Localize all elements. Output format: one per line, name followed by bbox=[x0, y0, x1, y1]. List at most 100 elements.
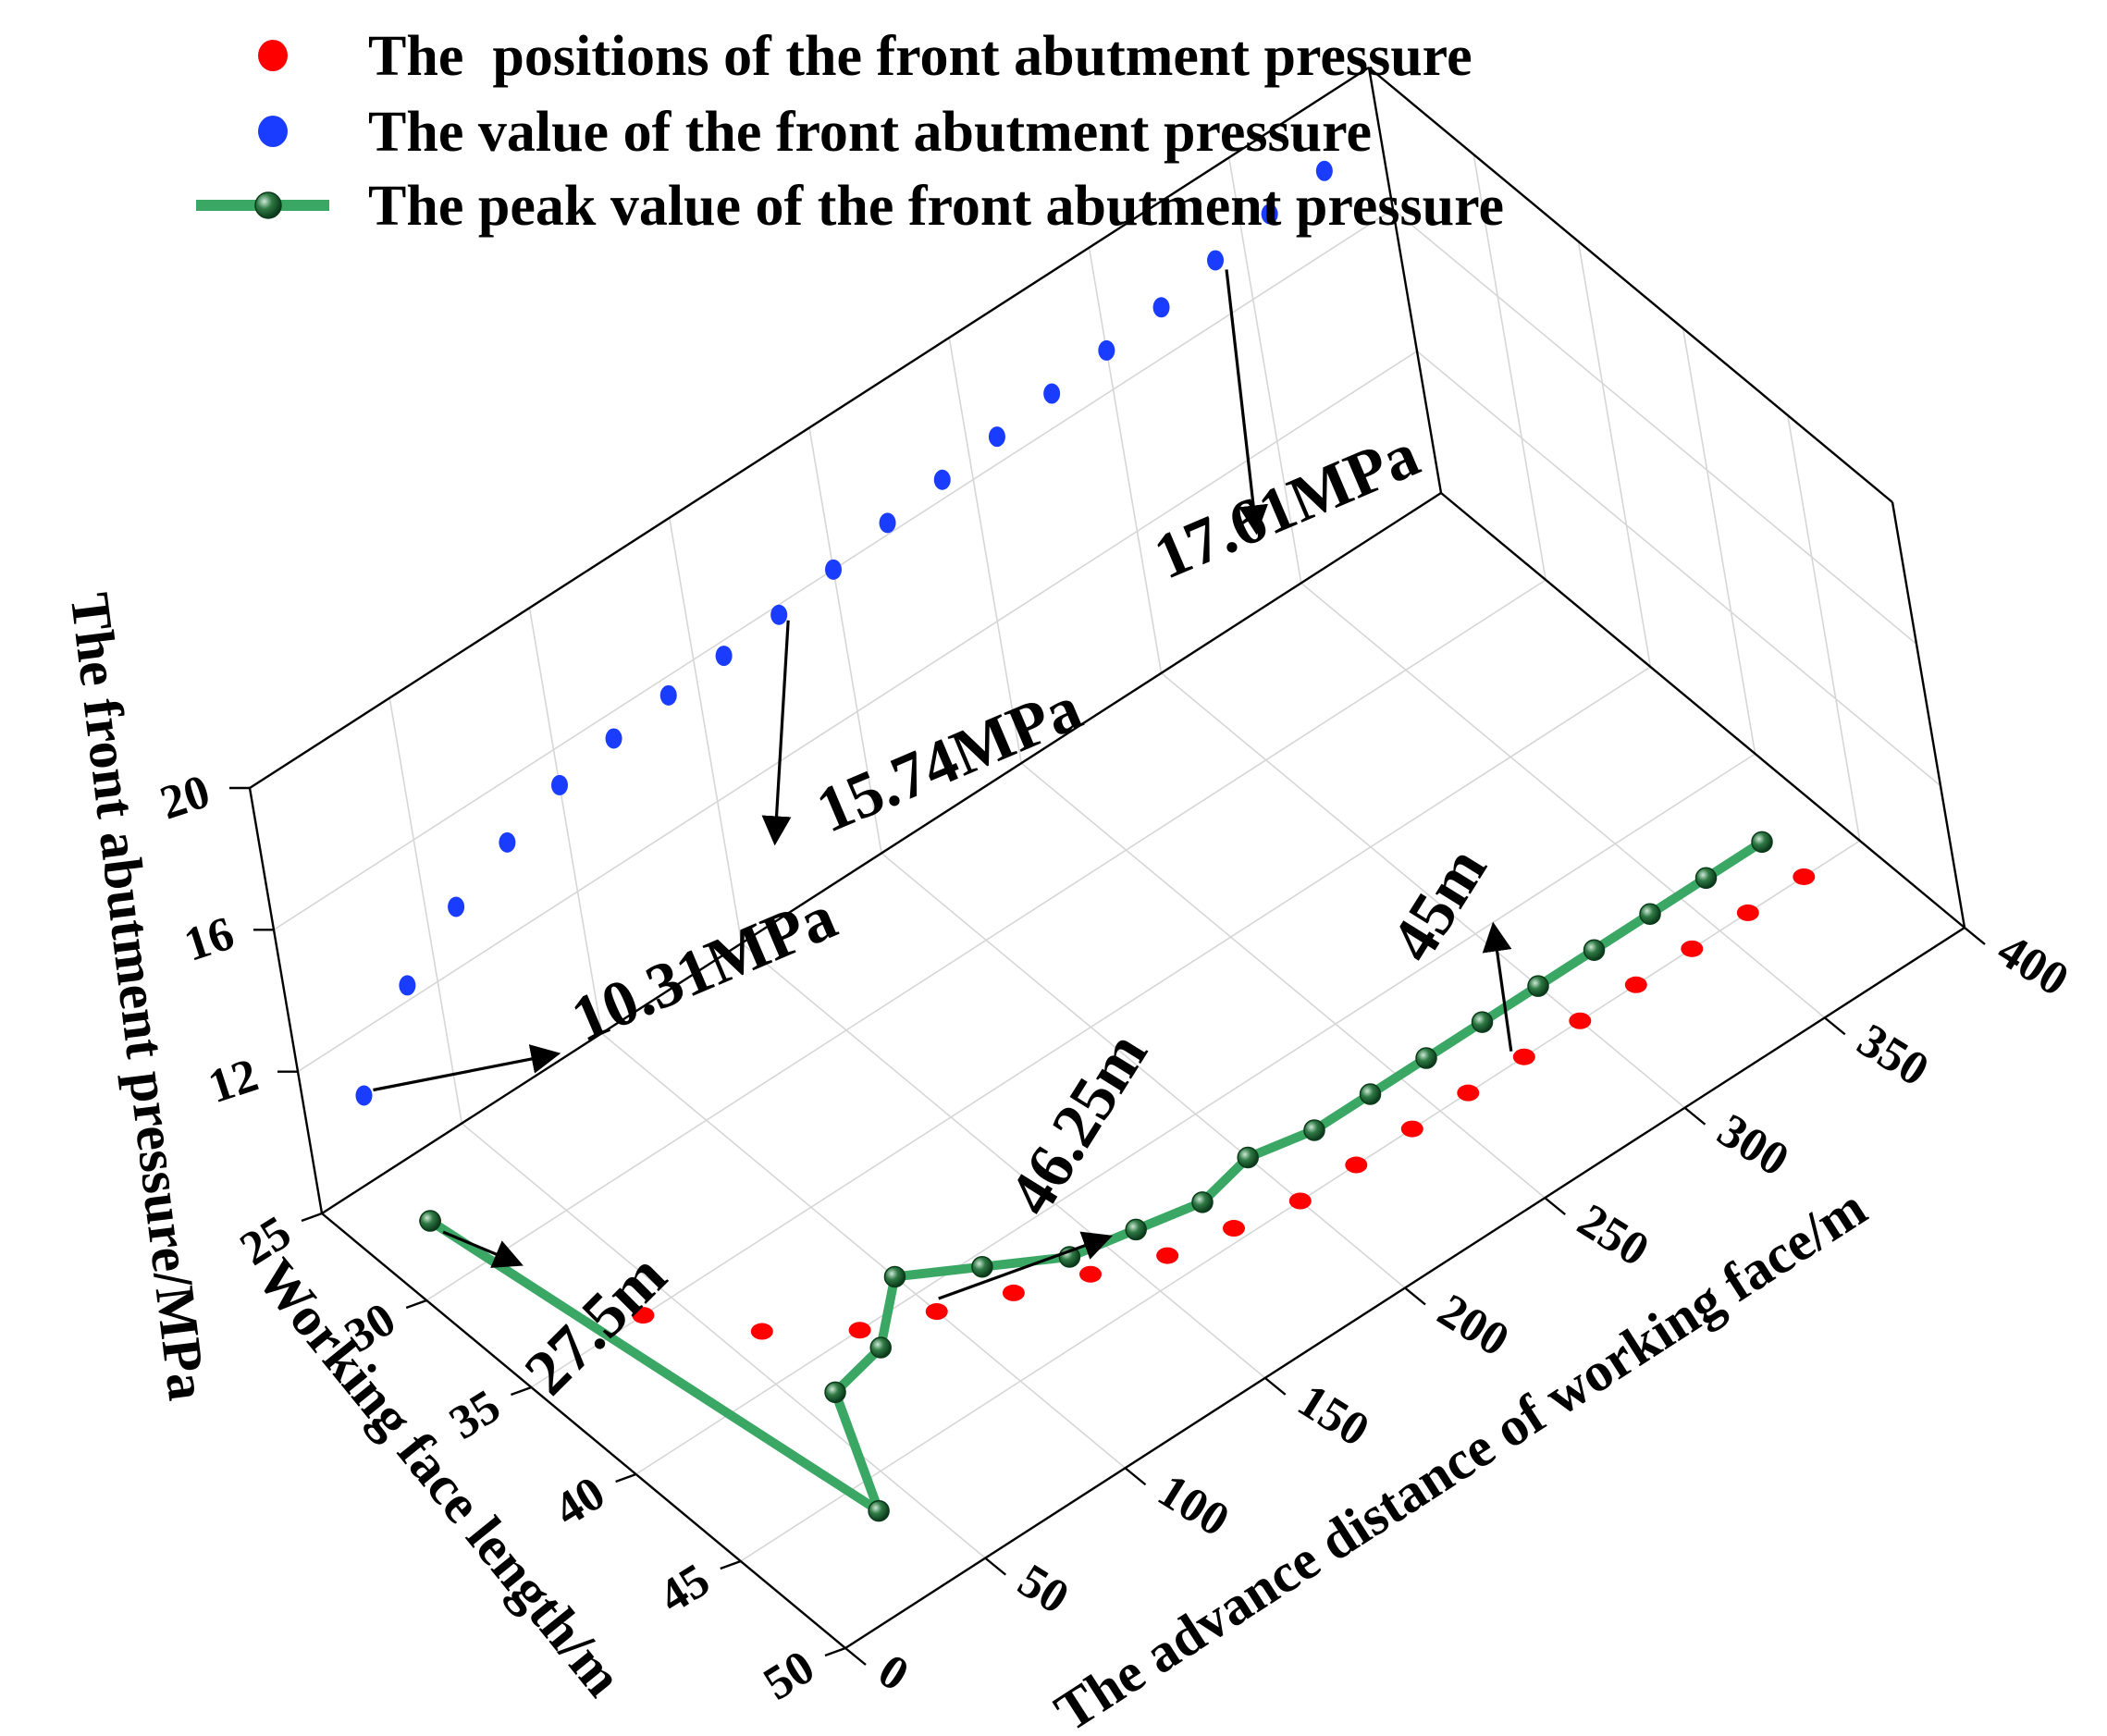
peak-value-point bbox=[1751, 831, 1773, 854]
x-axis-tick bbox=[1263, 1376, 1287, 1396]
x-tick-label: 350 bbox=[1848, 1014, 1937, 1097]
position-point bbox=[1681, 940, 1704, 957]
floor-gridline-x bbox=[600, 1032, 1127, 1469]
floor-gridline-x bbox=[1020, 762, 1546, 1199]
peak-value-point bbox=[868, 1499, 890, 1522]
peak-value-point bbox=[1694, 867, 1718, 890]
y-axis-tick bbox=[824, 1646, 846, 1657]
pressure-value-point bbox=[499, 831, 516, 853]
peak-value-point bbox=[1583, 939, 1606, 961]
position-point bbox=[1736, 904, 1759, 921]
pressure-value-point bbox=[1152, 297, 1170, 318]
side-gridline-y bbox=[1787, 414, 1861, 842]
position-point bbox=[1624, 976, 1647, 993]
x-axis-tick bbox=[1964, 927, 1986, 945]
pressure-value-point bbox=[1315, 160, 1333, 181]
floor-gridline-x bbox=[741, 942, 1266, 1379]
pressure-value-point bbox=[399, 975, 416, 996]
annotation-label: 45m bbox=[1377, 835, 1500, 974]
y-axis-tick bbox=[510, 1385, 532, 1397]
position-point bbox=[925, 1303, 948, 1321]
position-point bbox=[1400, 1120, 1423, 1138]
back-gridline-x bbox=[1088, 247, 1163, 673]
position-point bbox=[1222, 1220, 1245, 1237]
position-point bbox=[1569, 1012, 1592, 1029]
axis-box-edge bbox=[1368, 67, 1893, 503]
pressure-value-point bbox=[448, 896, 465, 917]
side-gridline-y bbox=[1682, 327, 1756, 755]
pressure-value-point bbox=[1261, 203, 1278, 225]
peak-value-point bbox=[1125, 1218, 1147, 1241]
back-gridline-x bbox=[388, 697, 463, 1124]
arrow-45 bbox=[1482, 921, 1513, 1052]
pressure-value-point bbox=[1207, 250, 1225, 271]
pressure-value-point bbox=[1098, 339, 1115, 361]
peak-value-point bbox=[1237, 1146, 1259, 1169]
annotation-label: 17.61MPa bbox=[1144, 419, 1428, 594]
position-point bbox=[1457, 1084, 1480, 1102]
y-axis-tick bbox=[405, 1299, 427, 1310]
pressure-value-point bbox=[659, 684, 677, 706]
peak-value-point bbox=[1303, 1119, 1325, 1141]
axis-box-edge bbox=[1367, 67, 1443, 494]
annotation-label: 10.31MPa bbox=[561, 881, 845, 1056]
annotation-layer: 10.31MPa 15.74MPa 17.61MPa 27.5m 46.25m 45m bbox=[373, 269, 1513, 1409]
side-gridline-z bbox=[1416, 351, 1941, 787]
peak-value-point bbox=[1191, 1191, 1214, 1213]
annotation-label: 15.74MPa bbox=[807, 672, 1090, 847]
peak-value-point bbox=[1639, 903, 1661, 925]
position-point bbox=[848, 1322, 871, 1339]
back-gridline-x bbox=[668, 517, 743, 944]
floor-gridline-x bbox=[461, 1123, 986, 1559]
y-axis-tick bbox=[301, 1212, 323, 1223]
y-axis-tick bbox=[615, 1472, 637, 1484]
legend-marker-ball bbox=[254, 191, 282, 219]
y-tick-label: 40 bbox=[546, 1467, 614, 1537]
back-gridline-x bbox=[528, 608, 603, 1034]
floor-gridline-y bbox=[425, 579, 1546, 1301]
back-gridline-x bbox=[948, 337, 1023, 764]
position-point bbox=[1079, 1265, 1103, 1283]
x-axis-tick bbox=[1823, 1016, 1846, 1036]
x-axis-tick bbox=[984, 1557, 1007, 1576]
arrow-10-31 bbox=[373, 1044, 561, 1092]
floor-gridline-x bbox=[1300, 582, 1826, 1018]
position-point bbox=[1002, 1284, 1025, 1301]
peak-value-point bbox=[1415, 1047, 1437, 1069]
position-point bbox=[1793, 868, 1816, 885]
x-axis-tick bbox=[1544, 1197, 1567, 1216]
x-axis-tick bbox=[1683, 1106, 1707, 1126]
x-tick-label: 300 bbox=[1708, 1104, 1797, 1188]
axis-box-edge bbox=[249, 66, 1370, 790]
side-gridline-y bbox=[1472, 154, 1546, 581]
peak-value-point bbox=[1471, 1011, 1494, 1033]
z-tick-label: 12 bbox=[203, 1049, 265, 1114]
position-point bbox=[1345, 1156, 1368, 1174]
z-tick-label: 16 bbox=[179, 907, 240, 972]
x-tick-label: 50 bbox=[1009, 1554, 1078, 1624]
z-tick-label: 20 bbox=[154, 765, 216, 830]
side-gridline-y bbox=[1577, 240, 1652, 668]
legend-label: The value of the front abutment pressure bbox=[368, 101, 1372, 164]
floor-gridline-y bbox=[635, 753, 1756, 1475]
pressure-value-point bbox=[1043, 383, 1061, 404]
back-gridline-z bbox=[297, 350, 1418, 1073]
arrow-15-74 bbox=[761, 620, 792, 846]
peak-value-point bbox=[824, 1381, 846, 1404]
pressure-value-point bbox=[715, 646, 733, 667]
annotation-label: 27.5m bbox=[511, 1240, 680, 1409]
legend-layer: The positions of the front abutment pres… bbox=[196, 25, 1504, 238]
peak-value-point bbox=[419, 1210, 441, 1232]
position-point bbox=[1512, 1048, 1535, 1065]
position-point bbox=[632, 1307, 655, 1324]
legend-marker-dot bbox=[258, 40, 288, 71]
x-axis-tick bbox=[844, 1647, 867, 1666]
grid-layer bbox=[249, 67, 1965, 1649]
peak-value-point bbox=[869, 1336, 892, 1359]
pressure-value-point bbox=[770, 604, 788, 625]
legend-label: The peak value of the front abutment pre… bbox=[368, 175, 1504, 238]
x-tick-label: 250 bbox=[1569, 1194, 1657, 1277]
y-axis-tick bbox=[720, 1559, 742, 1570]
pressure-value-point bbox=[825, 559, 842, 580]
x-tick-label: 150 bbox=[1288, 1374, 1377, 1458]
